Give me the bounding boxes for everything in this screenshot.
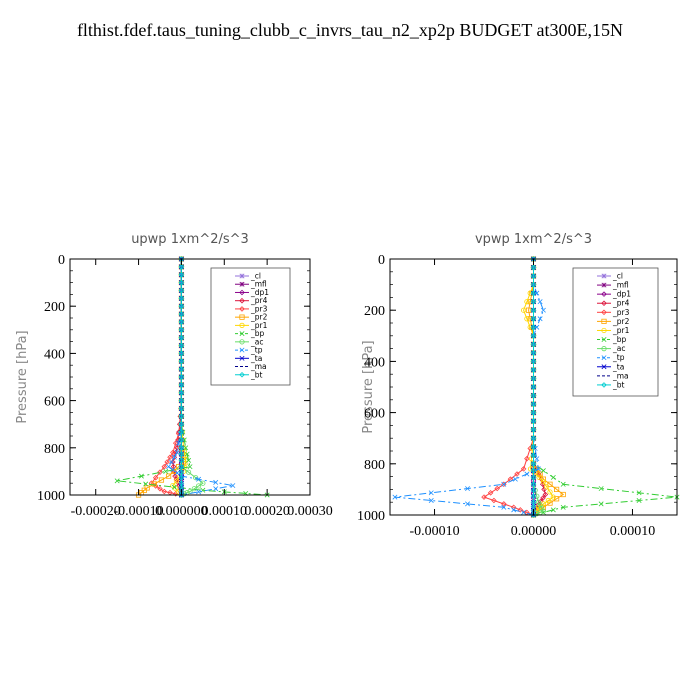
legend-item: _dp1 <box>597 290 631 299</box>
series-line <box>523 259 554 516</box>
legend-item: _pr1 <box>597 326 630 335</box>
series-line <box>150 259 182 496</box>
chart-panel-1: vpwp 1xm^2/s^3 Pressure [hPa] 0 200 400 600 80… <box>357 232 680 539</box>
legend-item: _bt <box>235 370 263 379</box>
legend-item: _mfl <box>235 280 267 289</box>
series-bt <box>530 256 537 518</box>
y-tick-label: 800 <box>44 442 65 457</box>
legend-item: _ac <box>235 337 263 346</box>
legend-item: _ta <box>597 362 624 371</box>
legend-label: _ta <box>250 354 262 363</box>
series-line <box>394 259 544 516</box>
legend-label: _pr4 <box>612 299 630 308</box>
legend-label: _tp <box>612 353 625 362</box>
legend-item: _bp <box>235 329 265 338</box>
panel-title: upwp 1xm^2/s^3 <box>131 232 249 247</box>
x-tick-label: 0.00030 <box>287 504 333 519</box>
y-axis-label: Pressure [hPa] <box>15 330 30 423</box>
series-pr1 <box>521 256 556 518</box>
y-tick-label: 0 <box>58 253 65 268</box>
legend-item: _ac <box>597 344 625 353</box>
y-tick-label: 200 <box>44 300 65 315</box>
legend-item: _cl <box>235 272 261 281</box>
legend-item: _cl <box>597 272 623 281</box>
legend-label: _cl <box>612 272 623 281</box>
legend: _cl_mfl_dp1_pr4_pr3_pr2_pr1_bp_ac_tp_ta_… <box>210 267 291 386</box>
y-tick-label: 600 <box>364 407 385 422</box>
legend-label: _dp1 <box>612 290 631 299</box>
legend-item: _pr3 <box>235 304 268 313</box>
legend-item: _dp1 <box>235 288 269 297</box>
legend-label: _bp <box>612 335 627 344</box>
legend-item: _pr2 <box>597 317 630 326</box>
legend-label: _mfl <box>250 280 267 289</box>
legend-item: _pr1 <box>235 321 268 330</box>
y-tick-label: 800 <box>364 458 385 473</box>
legend-label: _pr1 <box>250 321 268 330</box>
legend-label: _pr1 <box>612 326 630 335</box>
y-tick-label: 400 <box>44 347 65 362</box>
legend: _cl_mfl_dp1_pr4_pr3_pr2_pr1_bp_ac_tp_ta_… <box>572 267 659 397</box>
legend-label: _bt <box>250 370 263 379</box>
legend-label: _ta <box>612 362 624 371</box>
page-title: flthist.fdef.taus_tuning_clubb_c_invrs_t… <box>76 20 624 40</box>
x-tick-label: 0.00010 <box>610 524 656 539</box>
legend-item: _pr4 <box>235 296 268 305</box>
legend-label: _ma <box>612 371 629 380</box>
x-tick-label: 0.00000 <box>511 524 557 539</box>
legend-item: _pr2 <box>235 313 268 322</box>
series-pr3 <box>481 256 537 518</box>
x-tick-label: -0.00010 <box>113 504 163 519</box>
legend-label: _bp <box>250 329 265 338</box>
series-line <box>138 259 185 496</box>
legend-box <box>210 267 291 386</box>
y-tick-label: 600 <box>44 395 65 410</box>
legend-label: _tp <box>250 346 263 355</box>
legend-label: _ac <box>250 337 263 346</box>
x-tick-label: 0.000000 <box>155 504 208 519</box>
legend-label: _mfl <box>612 281 629 290</box>
panel-title: vpwp 1xm^2/s^3 <box>475 232 592 247</box>
series-pr3 <box>148 256 185 498</box>
series-line <box>482 259 534 516</box>
legend-label: _pr3 <box>250 304 268 313</box>
series-tp <box>392 256 546 518</box>
legend-item: _pr4 <box>597 299 630 308</box>
y-tick-label: 1000 <box>357 509 385 524</box>
legend-label: _pr2 <box>612 317 630 326</box>
legend-label: _dp1 <box>250 288 269 297</box>
legend-label: _pr4 <box>250 296 268 305</box>
y-axis-label: Pressure [hPa] <box>361 340 376 433</box>
legend-item: _ma <box>235 362 267 371</box>
legend-item: _pr3 <box>597 308 630 317</box>
x-tick-label: 0.00010 <box>202 504 248 519</box>
legend-label: _cl <box>250 272 261 281</box>
legend-item: _tp <box>597 353 625 362</box>
y-tick-label: 1000 <box>37 489 65 504</box>
legend-label: _pr3 <box>612 308 630 317</box>
x-tick-label: -0.00010 <box>409 524 459 539</box>
y-tick-label: 200 <box>364 304 385 319</box>
legend-item: _ta <box>235 354 262 363</box>
legend-item: _ma <box>597 371 629 380</box>
legend-item: _mfl <box>597 281 629 290</box>
x-tick-label: -0.00020 <box>71 504 121 519</box>
chart-panel-0: upwp 1xm^2/s^3 Pressure [hPa] 0 200 400 600 80… <box>15 232 333 519</box>
legend-label: _pr2 <box>250 313 268 322</box>
y-tick-label: 0 <box>378 253 385 268</box>
series-bt <box>178 256 185 498</box>
legend-label: _ac <box>612 344 625 353</box>
legend-item: _bt <box>597 380 625 389</box>
legend-item: _tp <box>235 346 263 355</box>
legend-label: _ma <box>250 362 267 371</box>
x-tick-label: 0.00020 <box>244 504 290 519</box>
legend-box <box>572 267 659 397</box>
y-tick-label: 400 <box>364 355 385 370</box>
legend-label: _bt <box>612 380 625 389</box>
series-pr2 <box>135 256 187 498</box>
legend-item: _bp <box>597 335 627 344</box>
